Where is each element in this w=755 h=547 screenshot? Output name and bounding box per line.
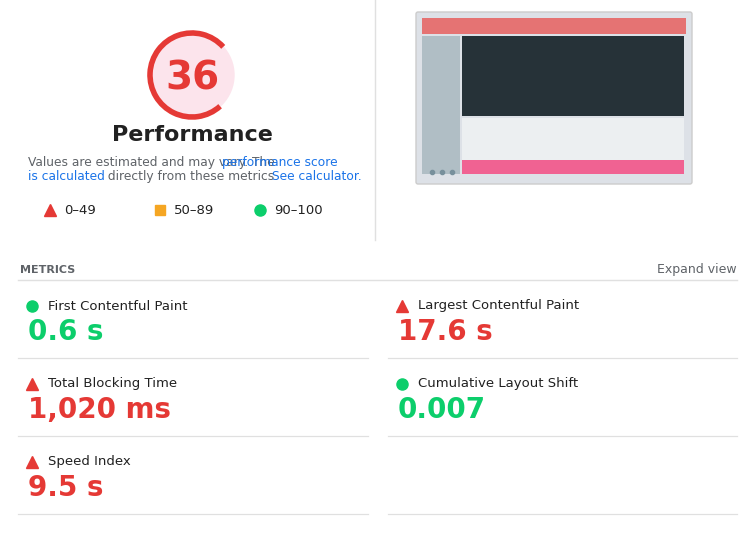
Text: is calculated: is calculated bbox=[28, 170, 105, 183]
Text: 0–49: 0–49 bbox=[64, 203, 96, 217]
Text: Cumulative Layout Shift: Cumulative Layout Shift bbox=[418, 377, 578, 391]
Bar bbox=[462, 118, 684, 174]
Text: 0.007: 0.007 bbox=[398, 396, 486, 424]
Text: 90–100: 90–100 bbox=[274, 203, 322, 217]
Bar bbox=[422, 36, 460, 174]
Bar bbox=[422, 18, 686, 34]
Bar bbox=[462, 36, 684, 116]
Text: 9.5 s: 9.5 s bbox=[28, 474, 103, 502]
Text: 50–89: 50–89 bbox=[174, 203, 214, 217]
Text: Speed Index: Speed Index bbox=[48, 456, 131, 468]
Text: 36: 36 bbox=[165, 60, 219, 98]
Text: performance score: performance score bbox=[222, 156, 337, 169]
Circle shape bbox=[150, 33, 234, 117]
Text: METRICS: METRICS bbox=[20, 265, 76, 275]
Text: 0.6 s: 0.6 s bbox=[28, 318, 103, 346]
Text: Total Blocking Time: Total Blocking Time bbox=[48, 377, 177, 391]
Text: Performance: Performance bbox=[112, 125, 273, 145]
Text: 1,020 ms: 1,020 ms bbox=[28, 396, 171, 424]
Text: directly from these metrics.: directly from these metrics. bbox=[104, 170, 282, 183]
Text: Largest Contentful Paint: Largest Contentful Paint bbox=[418, 300, 579, 312]
Text: Expand view: Expand view bbox=[658, 264, 737, 276]
Bar bbox=[462, 160, 684, 174]
Text: 17.6 s: 17.6 s bbox=[398, 318, 493, 346]
Text: Values are estimated and may vary. The: Values are estimated and may vary. The bbox=[28, 156, 279, 169]
Text: First Contentful Paint: First Contentful Paint bbox=[48, 300, 187, 312]
FancyBboxPatch shape bbox=[416, 12, 692, 184]
Text: See calculator.: See calculator. bbox=[272, 170, 362, 183]
